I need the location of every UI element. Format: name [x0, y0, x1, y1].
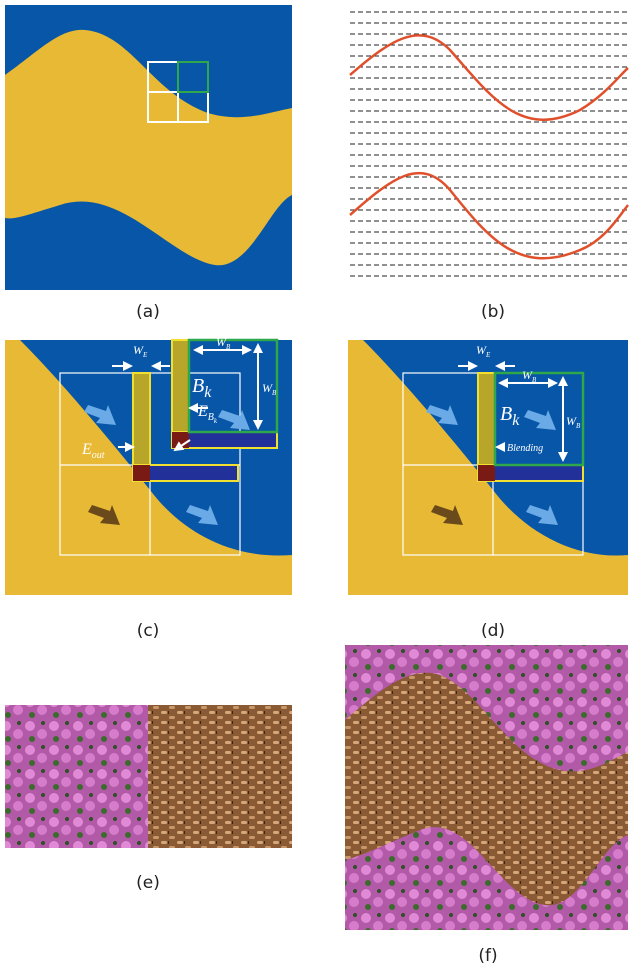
caption: (b): [481, 302, 505, 322]
panel-d: WE WB WB Bk Blending (d): [348, 340, 628, 641]
panel-e: (e): [5, 705, 292, 893]
panel-a: (a): [5, 5, 292, 322]
caption: (a): [136, 302, 160, 322]
caption: (f): [478, 946, 497, 966]
caption: (e): [136, 873, 160, 893]
panel-b: (b): [350, 12, 628, 322]
caption: (c): [137, 621, 160, 641]
label: WB: [216, 335, 231, 351]
panel-f: (f): [345, 645, 628, 966]
label: Blending: [507, 443, 543, 454]
caption: (d): [481, 621, 505, 641]
figure: (a) (b) WE WB WB Bk EBk Eout (c): [0, 0, 629, 968]
panel-c: WE WB WB Bk EBk Eout (c): [5, 335, 292, 641]
